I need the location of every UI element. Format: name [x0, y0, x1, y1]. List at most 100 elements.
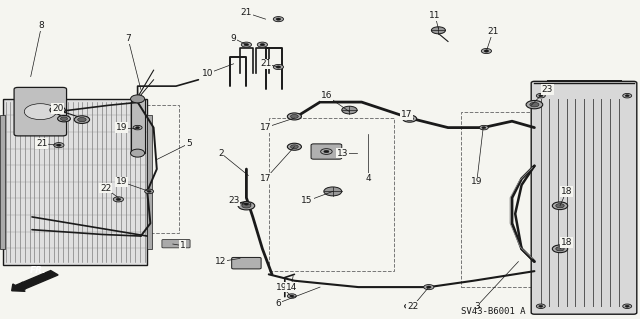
- Circle shape: [244, 203, 248, 205]
- Text: FR.: FR.: [29, 266, 46, 275]
- Circle shape: [276, 18, 281, 20]
- Circle shape: [276, 66, 281, 68]
- Text: 1: 1: [180, 241, 185, 250]
- Circle shape: [526, 100, 543, 109]
- Circle shape: [324, 187, 342, 196]
- Text: 19: 19: [116, 123, 127, 132]
- Text: 16: 16: [321, 91, 332, 100]
- Text: 4: 4: [365, 174, 371, 183]
- Bar: [147, 115, 152, 249]
- Text: 7: 7: [125, 34, 131, 43]
- Circle shape: [625, 95, 629, 97]
- Text: 8: 8: [39, 21, 44, 30]
- Circle shape: [242, 204, 251, 208]
- Text: 10: 10: [202, 69, 214, 78]
- Circle shape: [56, 144, 61, 146]
- Circle shape: [556, 247, 564, 251]
- Circle shape: [287, 143, 301, 150]
- FancyBboxPatch shape: [14, 87, 67, 136]
- FancyBboxPatch shape: [531, 81, 637, 314]
- Bar: [461, 112, 534, 287]
- Text: 12: 12: [215, 257, 227, 266]
- Circle shape: [481, 48, 492, 54]
- Text: 14: 14: [285, 283, 297, 292]
- Circle shape: [431, 27, 445, 34]
- FancyBboxPatch shape: [311, 144, 342, 159]
- Text: 18: 18: [561, 187, 572, 196]
- Circle shape: [426, 286, 431, 288]
- Text: 17: 17: [260, 123, 271, 132]
- Circle shape: [404, 304, 415, 309]
- Circle shape: [287, 294, 296, 298]
- Circle shape: [406, 117, 413, 121]
- Circle shape: [113, 197, 124, 202]
- Bar: [3, 99, 147, 265]
- Bar: [269, 118, 394, 271]
- Circle shape: [54, 143, 64, 148]
- Circle shape: [403, 115, 417, 122]
- Circle shape: [424, 285, 434, 290]
- Text: SV43-B6001 A: SV43-B6001 A: [461, 307, 525, 315]
- Circle shape: [136, 127, 140, 129]
- Bar: [0, 115, 5, 249]
- Circle shape: [291, 115, 298, 118]
- Circle shape: [342, 106, 357, 114]
- Circle shape: [133, 125, 142, 130]
- Circle shape: [241, 42, 252, 47]
- Circle shape: [482, 127, 486, 129]
- Text: 23: 23: [541, 85, 553, 94]
- Circle shape: [145, 189, 154, 194]
- Text: 6: 6: [276, 299, 281, 308]
- Text: 17: 17: [260, 174, 271, 183]
- Circle shape: [623, 93, 632, 98]
- Circle shape: [536, 304, 545, 308]
- Text: 13: 13: [337, 149, 348, 158]
- Circle shape: [60, 117, 68, 121]
- Text: 11: 11: [429, 11, 441, 20]
- Text: 21: 21: [241, 8, 252, 17]
- Circle shape: [539, 95, 543, 97]
- Text: 18: 18: [561, 238, 572, 247]
- Text: 21: 21: [260, 59, 271, 68]
- Ellipse shape: [131, 95, 145, 103]
- Circle shape: [58, 115, 70, 122]
- Bar: [131, 99, 145, 153]
- Text: 3: 3: [474, 302, 479, 311]
- Text: 22: 22: [407, 302, 419, 311]
- Circle shape: [287, 113, 301, 120]
- Text: 23: 23: [228, 197, 239, 205]
- Bar: [99, 105, 179, 233]
- Circle shape: [536, 93, 545, 98]
- Circle shape: [290, 295, 294, 297]
- Circle shape: [552, 245, 568, 253]
- Text: 22: 22: [100, 184, 111, 193]
- Circle shape: [552, 202, 568, 210]
- Circle shape: [321, 149, 332, 154]
- Circle shape: [407, 305, 412, 308]
- Circle shape: [556, 204, 564, 208]
- Text: 2: 2: [218, 149, 223, 158]
- Text: 19: 19: [116, 177, 127, 186]
- Circle shape: [257, 42, 268, 47]
- Ellipse shape: [131, 149, 145, 157]
- Text: 20: 20: [52, 104, 63, 113]
- Circle shape: [50, 106, 65, 114]
- Circle shape: [74, 116, 90, 123]
- FancyArrow shape: [12, 271, 58, 291]
- Circle shape: [479, 125, 488, 130]
- Circle shape: [530, 102, 539, 107]
- Circle shape: [244, 43, 249, 46]
- Text: 5: 5: [186, 139, 191, 148]
- Text: 21: 21: [36, 139, 47, 148]
- Circle shape: [273, 17, 284, 22]
- Text: 19: 19: [471, 177, 483, 186]
- Circle shape: [625, 305, 629, 307]
- Circle shape: [291, 145, 298, 149]
- Circle shape: [484, 50, 489, 52]
- Circle shape: [539, 305, 543, 307]
- Circle shape: [116, 198, 121, 201]
- Text: 19: 19: [276, 283, 287, 292]
- Circle shape: [242, 202, 251, 206]
- Circle shape: [623, 304, 632, 308]
- Circle shape: [24, 104, 56, 120]
